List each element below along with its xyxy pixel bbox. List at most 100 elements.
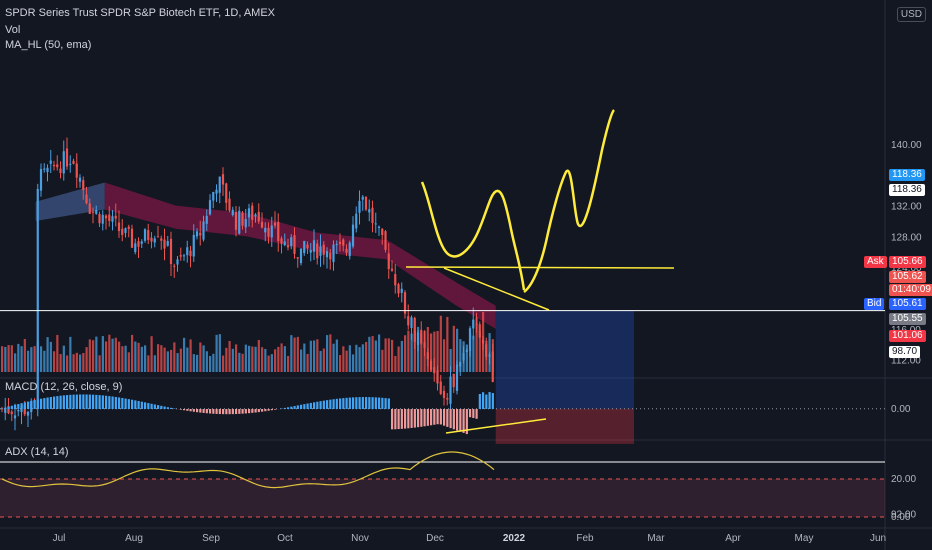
volume-bar <box>407 330 410 372</box>
macd-histogram-bar <box>319 401 322 409</box>
candle-body <box>195 231 199 237</box>
volume-bar <box>166 351 169 372</box>
candle-body <box>394 274 397 286</box>
volume-bar <box>322 348 325 372</box>
volume-bar <box>277 346 280 372</box>
macd-histogram-bar <box>46 397 49 409</box>
time-axis-label: Mar <box>647 533 665 544</box>
volume-bar <box>339 355 342 372</box>
volume-bar <box>114 337 117 372</box>
macd-histogram-bar <box>238 409 241 414</box>
candle-body <box>95 210 98 214</box>
volume-bar <box>199 342 202 372</box>
price-tag-value: 105.66 <box>892 256 923 267</box>
volume-bar <box>433 331 436 372</box>
macd-histogram-bar <box>7 406 10 409</box>
volume-bar <box>332 343 335 372</box>
volume-bar <box>235 344 238 372</box>
volume-bar <box>430 333 433 372</box>
candle-body <box>166 241 169 246</box>
stop-zone <box>495 408 634 444</box>
macd-histogram-bar <box>98 395 101 409</box>
macd-histogram-bar <box>1 408 4 409</box>
volume-bar <box>387 338 390 372</box>
candle-body <box>143 229 147 241</box>
macd-histogram-bar <box>183 409 186 411</box>
volume-bar <box>75 352 78 372</box>
candle-body <box>117 222 121 232</box>
volume-bar <box>478 331 481 372</box>
macd-histogram-bar <box>101 395 104 409</box>
candle-body <box>384 231 387 250</box>
volume-bar <box>287 355 290 372</box>
time-axis-label: Dec <box>426 533 444 544</box>
volume-bar <box>1 346 4 372</box>
macd-histogram-bar <box>43 398 46 409</box>
macd-histogram-bar <box>371 397 374 409</box>
macd-histogram-bar <box>127 399 130 409</box>
macd-histogram-bar <box>348 397 351 409</box>
volume-bar <box>40 346 43 372</box>
price-tag-label: Bid <box>864 298 885 310</box>
candle-body <box>455 364 459 391</box>
macd-histogram-bar <box>114 396 117 409</box>
time-axis-label: Oct <box>277 533 293 544</box>
currency-button[interactable]: USD <box>896 7 926 22</box>
candle-body <box>43 168 46 170</box>
candle-body <box>436 370 439 384</box>
volume-bar <box>209 355 212 372</box>
macd-axis-label: 0.00 <box>891 404 911 415</box>
price-tag: 01:40:09 <box>889 284 932 296</box>
candle-body <box>309 249 312 253</box>
macd-histogram-bar <box>290 406 293 409</box>
volume-bar <box>365 341 368 372</box>
volume-bar <box>358 347 361 372</box>
macd-histogram-bar <box>72 394 75 409</box>
candle-body <box>85 194 88 204</box>
volume-bar <box>352 354 355 372</box>
candle-body <box>270 225 273 238</box>
candle-body <box>121 228 124 235</box>
macd-histogram-bar <box>170 407 173 409</box>
candle-body <box>49 160 52 164</box>
macd-histogram-bar <box>478 393 481 409</box>
candle-body <box>153 238 156 243</box>
volume-bar <box>381 349 384 372</box>
candle-body <box>163 239 166 249</box>
macd-histogram-bar <box>248 409 251 414</box>
candle-body <box>296 257 299 259</box>
price-tag-label: Ask <box>864 256 887 268</box>
candle-body <box>215 189 218 194</box>
volume-bar <box>82 352 85 372</box>
ma-band-segment <box>247 213 317 252</box>
macd-histogram-bar <box>241 409 244 414</box>
candle-body <box>88 203 91 214</box>
candle-body <box>59 168 62 173</box>
volume-bar <box>215 334 218 372</box>
macd-histogram-bar <box>131 399 134 409</box>
volume-bar <box>319 350 322 372</box>
candle-body <box>137 241 140 247</box>
volume-bar <box>361 344 364 372</box>
candle-body <box>472 319 475 329</box>
candle-body <box>62 151 65 174</box>
volume-bar <box>316 339 319 372</box>
macd-histogram-bar <box>33 400 36 409</box>
candle-body <box>10 411 13 415</box>
candle-body <box>231 209 234 216</box>
macd-histogram-bar <box>257 409 260 413</box>
macd-histogram-bar <box>235 409 238 415</box>
volume-bar <box>394 355 397 372</box>
volume-bar <box>342 346 345 372</box>
macd-histogram-bar <box>85 394 88 409</box>
candle-body <box>381 228 384 236</box>
candle-body <box>101 214 104 224</box>
macd-histogram-bar <box>173 408 176 409</box>
macd-histogram-bar <box>417 409 420 428</box>
volume-bar <box>400 340 403 372</box>
volume-bar <box>49 341 52 372</box>
volume-bar <box>95 336 98 372</box>
target-zone <box>495 310 634 409</box>
macd-histogram-bar <box>283 407 286 409</box>
candle-body <box>247 208 251 218</box>
